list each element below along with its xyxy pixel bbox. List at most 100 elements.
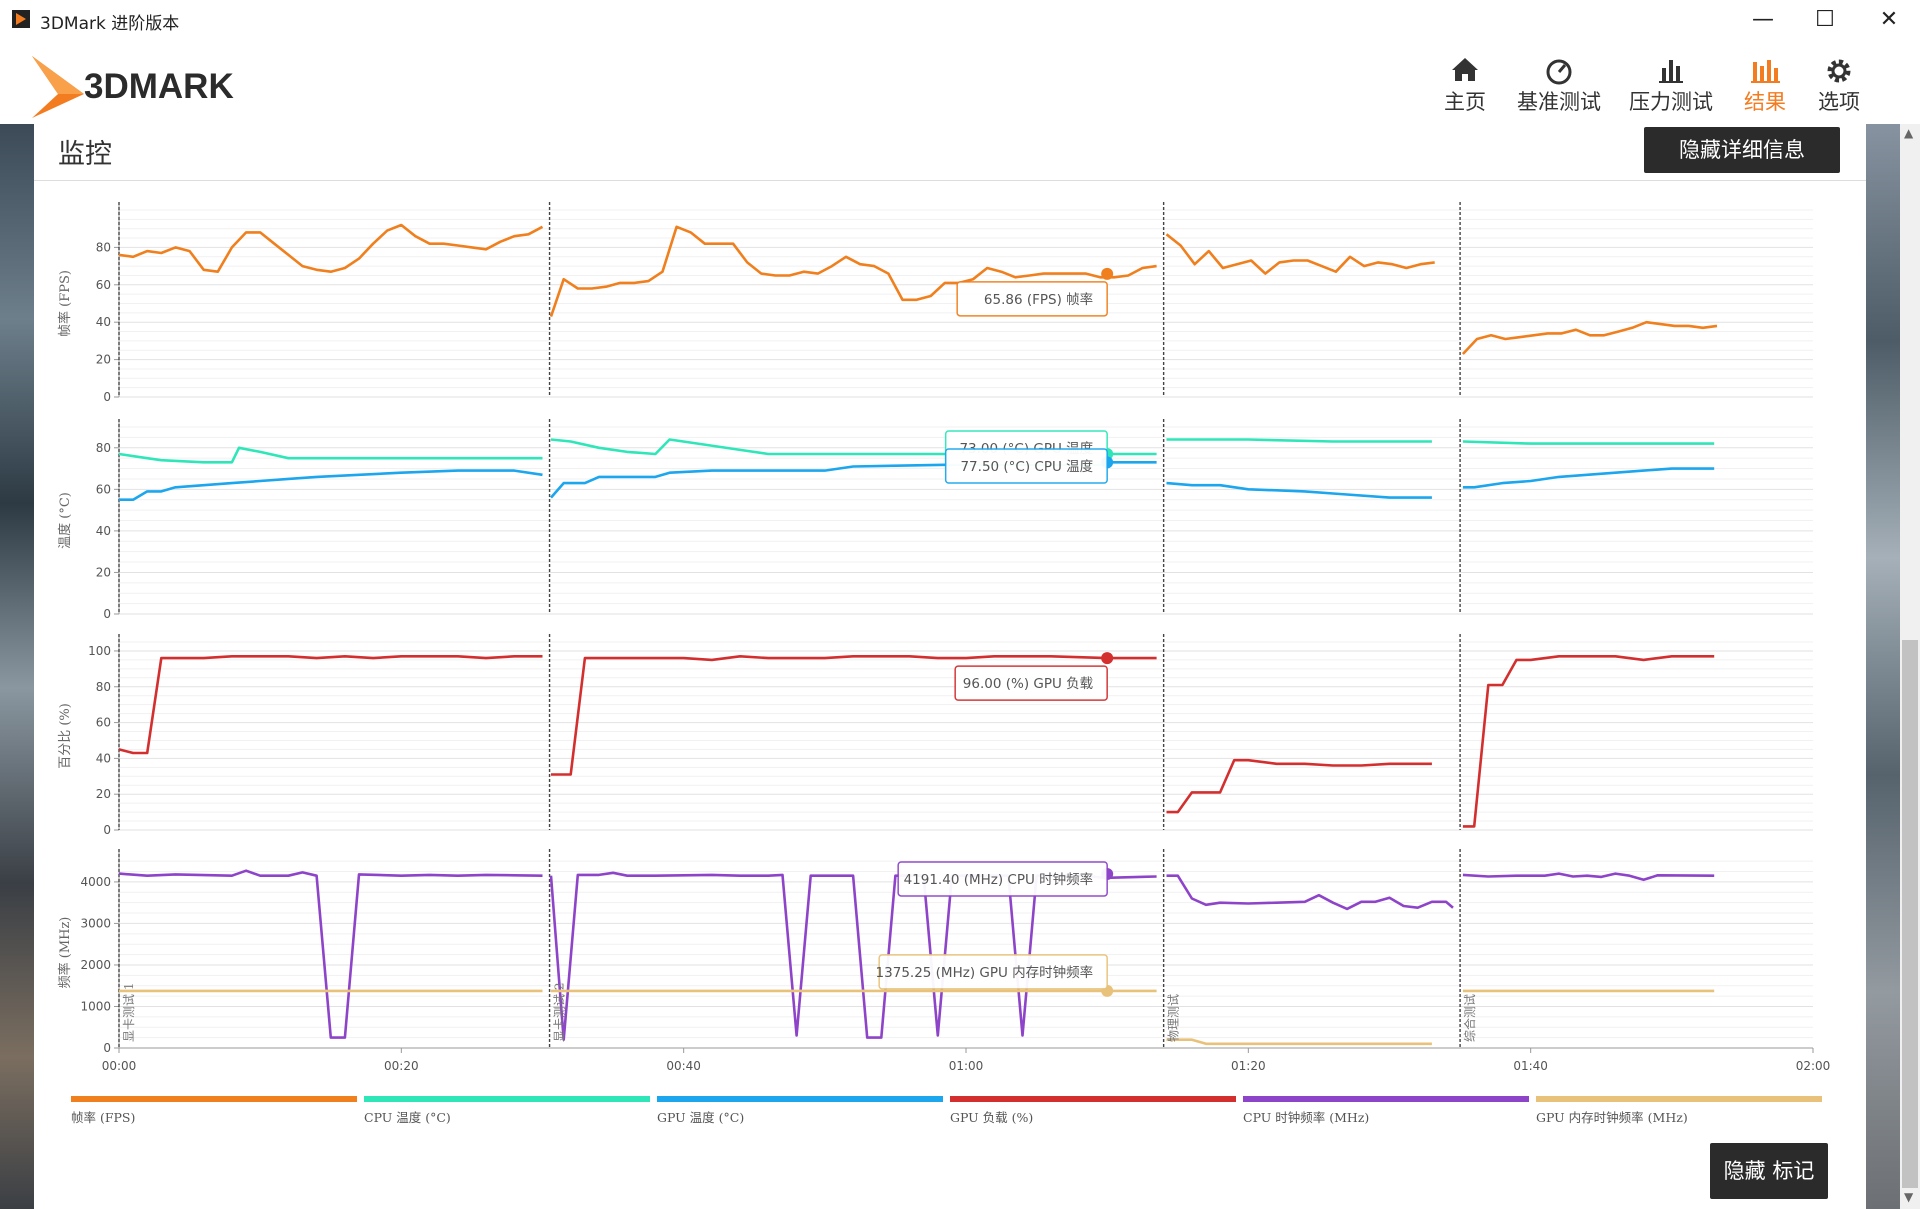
background-image-left xyxy=(0,124,34,1209)
series-line-gpu_temp xyxy=(119,461,1715,501)
nav-results[interactable]: 结果 xyxy=(1720,52,1810,116)
legend-label: CPU 时钟频率 (MHz) xyxy=(1243,1110,1369,1125)
results-icon xyxy=(1751,60,1780,83)
y-tick-label: 0 xyxy=(103,1041,111,1055)
home-icon xyxy=(1452,58,1478,81)
x-tick-label: 00:40 xyxy=(666,1059,701,1073)
tooltip-text: 77.50 (°C) CPU 温度 xyxy=(960,459,1093,475)
app-icon xyxy=(12,10,30,28)
nav-stress-tests[interactable]: 压力测试 xyxy=(1626,52,1716,116)
scroll-down-arrow-icon[interactable]: ▼ xyxy=(1904,1190,1914,1204)
tooltip-box xyxy=(956,281,1108,317)
nav-options-label: 选项 xyxy=(1818,90,1860,114)
y-tick-label: 1000 xyxy=(80,999,111,1013)
y-tick-label: 80 xyxy=(96,680,111,694)
y-tick-label: 60 xyxy=(96,716,111,730)
scrollbar-thumb[interactable] xyxy=(1902,640,1918,1188)
y-axis-label: 频率 (MHz) xyxy=(57,917,73,989)
y-axis-label: 帧率 (FPS) xyxy=(57,270,73,337)
x-tick-label: 01:00 xyxy=(949,1059,984,1073)
title-bar: 3DMark 进阶版本 — ☐ ✕ xyxy=(0,0,1920,40)
y-tick-label: 20 xyxy=(96,565,111,579)
y-tick-label: 40 xyxy=(96,751,111,765)
series-line-gpu_mem_clock xyxy=(119,989,1715,1046)
y-tick-label: 80 xyxy=(96,441,111,455)
background-image-right xyxy=(1866,124,1900,1209)
legend-label: GPU 内存时钟频率 (MHz) xyxy=(1536,1110,1688,1125)
chart-legend: 帧率 (FPS) CPU 温度 (°C) GPU 温度 (°C) GPU 负载 (%)… xyxy=(71,1096,1822,1125)
y-tick-label: 0 xyxy=(103,390,111,404)
maximize-button[interactable]: ☐ xyxy=(1815,7,1835,32)
tooltip-marker xyxy=(1101,267,1114,280)
y-tick-label: 80 xyxy=(96,240,111,254)
y-tick-label: 0 xyxy=(103,607,111,621)
panel-divider xyxy=(34,180,1866,181)
segment-label: 物理测试 xyxy=(1166,994,1181,1042)
gauge-icon xyxy=(1546,59,1572,85)
legend-swatch-gpu_mem_clock xyxy=(1536,1096,1822,1102)
nav-home-label: 主页 xyxy=(1444,90,1486,114)
chart-panel-0: 0 20 40 60 80 帧率 (FPS) 65.86 (FPS) 帧率 xyxy=(57,202,1813,404)
y-tick-label: 4000 xyxy=(80,875,111,889)
minimize-button[interactable]: — xyxy=(1752,7,1774,32)
y-tick-label: 0 xyxy=(103,823,111,837)
hide-markers-button[interactable]: 隐藏 标记 xyxy=(1710,1143,1828,1199)
y-tick-label: 40 xyxy=(96,524,111,538)
tooltip-marker xyxy=(1101,652,1114,665)
x-tick-label: 01:20 xyxy=(1231,1059,1266,1073)
nav-stress-tests-label: 压力测试 xyxy=(1629,90,1713,114)
legend-swatch-gpu_load xyxy=(950,1096,1236,1102)
hide-details-button[interactable]: 隐藏详细信息 xyxy=(1644,127,1840,173)
close-button[interactable]: ✕ xyxy=(1879,7,1899,32)
logo-text: 3DMARK xyxy=(84,67,234,106)
bar-chart-icon xyxy=(1659,60,1683,83)
nav-benchmarks[interactable]: 基准测试 xyxy=(1514,52,1604,116)
tooltip-text: 96.00 (%) GPU 负载 xyxy=(963,676,1093,692)
y-tick-label: 100 xyxy=(88,644,111,658)
nav-options[interactable]: 选项 xyxy=(1794,52,1884,116)
legend-label: 帧率 (FPS) xyxy=(71,1110,135,1125)
legend-label: CPU 温度 (°C) xyxy=(364,1110,451,1125)
y-tick-label: 20 xyxy=(96,353,111,367)
y-tick-label: 40 xyxy=(96,315,111,329)
monitoring-chart[interactable]: 0 20 40 60 80 帧率 (FPS) 65.86 (FPS) 帧率 0 20 40 60 80… xyxy=(34,184,1866,1084)
y-axis-label: 百分比 (%) xyxy=(58,703,73,769)
legend-swatch-fps xyxy=(71,1096,357,1102)
segment-label: 综合测试 xyxy=(1462,994,1477,1042)
segment-label: 显卡测试 1 xyxy=(121,983,136,1042)
segment-label: 显卡测试 2 xyxy=(552,983,567,1042)
y-tick-label: 60 xyxy=(96,278,111,292)
panel-title: 监控 xyxy=(58,139,112,170)
x-tick-label: 01:40 xyxy=(1513,1059,1548,1073)
tooltip-box xyxy=(944,448,1108,484)
scroll-up-arrow-icon[interactable]: ▲ xyxy=(1904,126,1914,140)
series-line-fps xyxy=(118,223,1718,355)
tooltip-box xyxy=(954,665,1108,701)
legend-swatch-cpu_clock xyxy=(1243,1096,1529,1102)
gear-icon xyxy=(1827,59,1851,83)
app-header: 3DMARK 主页 基准测试 压力测试 结果 xyxy=(0,40,1920,124)
chart-panel-3: 0 1000 2000 3000 4000 频率 (MHz) 4191.40 (MHz) C… xyxy=(57,849,1813,1055)
tooltip-box xyxy=(878,954,1108,990)
legend-label: GPU 负载 (%) xyxy=(950,1110,1033,1125)
y-axis-label: 温度 (°C) xyxy=(57,492,73,549)
monitoring-panel: 监控 隐藏详细信息 隐藏 标记 xyxy=(34,124,1866,1209)
x-tick-label: 00:20 xyxy=(384,1059,419,1073)
nav-benchmarks-label: 基准测试 xyxy=(1517,90,1601,114)
legend-swatch-cpu_temp xyxy=(364,1096,650,1102)
nav-results-label: 结果 xyxy=(1744,90,1786,114)
legend-label: GPU 温度 (°C) xyxy=(657,1110,744,1125)
chart-panel-2: 0 20 40 60 80 100 百分比 (%) 96.00 (%) GPU 负载 xyxy=(58,634,1813,837)
series-line-cpu_temp xyxy=(118,438,1715,464)
x-tick-label: 02:00 xyxy=(1796,1059,1831,1073)
nav-home[interactable]: 主页 xyxy=(1420,52,1510,116)
legend-swatch-gpu_temp xyxy=(657,1096,943,1102)
tooltip-box xyxy=(897,861,1108,897)
3dmark-logo[interactable]: 3DMARK xyxy=(22,48,312,118)
series-line-cpu_clock xyxy=(118,869,1715,1041)
series-line-gpu_load xyxy=(118,655,1715,828)
y-tick-label: 2000 xyxy=(80,958,111,972)
x-tick-label: 00:00 xyxy=(102,1059,137,1073)
y-tick-label: 3000 xyxy=(80,916,111,930)
